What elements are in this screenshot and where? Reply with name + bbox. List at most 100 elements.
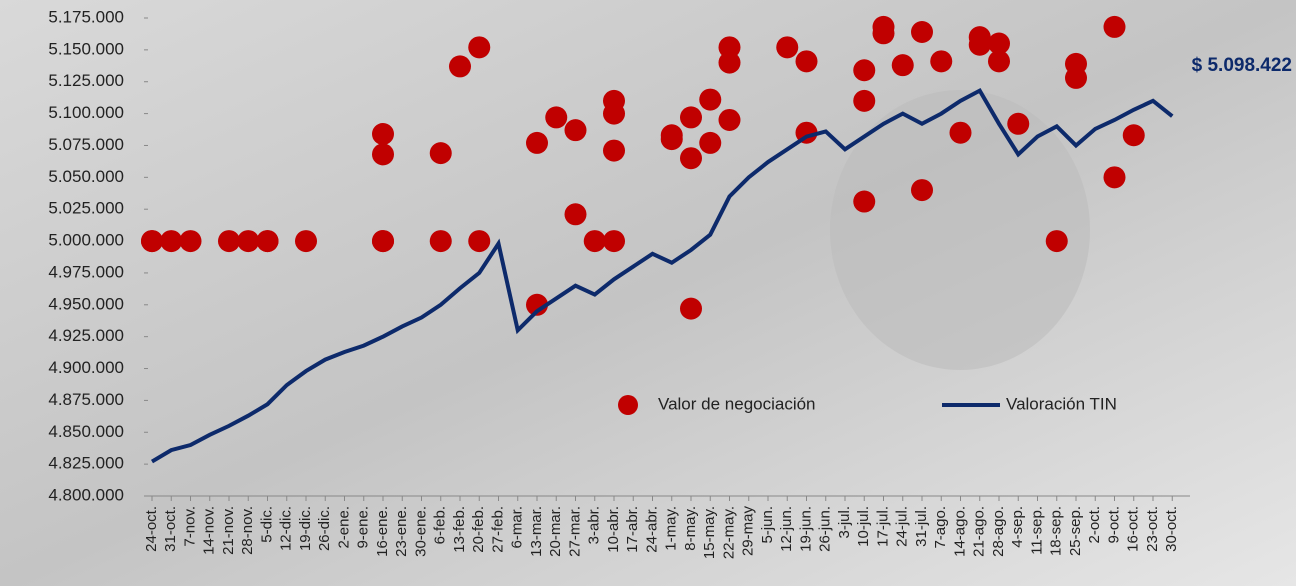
- y-tick-label: 5.175.000: [48, 7, 124, 26]
- y-tick-label: 5.000.000: [48, 231, 124, 250]
- x-tick-label: 26-jun.: [817, 506, 834, 552]
- x-tick-label: 30-ene.: [412, 506, 429, 557]
- point: [141, 230, 163, 252]
- point: [218, 230, 240, 252]
- x-tick-label: 31-oct.: [162, 506, 179, 552]
- point: [1104, 16, 1126, 38]
- annotation: $ 5.098.422: [1192, 55, 1292, 76]
- x-tick-label: 7-ago.: [932, 506, 949, 549]
- y-tick-label: 5.150.000: [48, 39, 124, 58]
- x-tick-label: 5-dic.: [258, 506, 275, 543]
- x-tick-label: 21-ago.: [971, 506, 988, 557]
- x-tick-label: 3-abr.: [586, 506, 603, 544]
- x-tick-label: 29-may: [740, 506, 757, 557]
- y-tick-label: 4.800.000: [48, 485, 124, 504]
- x-tick-label: 28-nov.: [239, 506, 256, 555]
- point: [911, 179, 933, 201]
- x-tick-label: 20-mar.: [547, 506, 564, 557]
- x-tick-label: 6-mar.: [509, 506, 526, 549]
- x-tick-label: 22-may.: [720, 506, 737, 559]
- x-tick-label: 21-nov.: [220, 506, 237, 555]
- point: [680, 147, 702, 169]
- legend-label: Valoración TIN: [1006, 394, 1117, 413]
- point: [545, 106, 567, 128]
- x-tick-label: 15-may.: [701, 506, 718, 559]
- x-tick-label: 14-nov.: [201, 506, 218, 555]
- x-tick-label: 14-ago.: [951, 506, 968, 557]
- point: [661, 124, 683, 146]
- point: [468, 230, 490, 252]
- point: [565, 119, 587, 141]
- x-tick-label: 6-feb.: [432, 506, 449, 544]
- x-tick-label: 8-may.: [682, 506, 699, 551]
- x-tick-label: 17-abr.: [624, 506, 641, 553]
- point: [930, 50, 952, 72]
- y-tick-label: 5.100.000: [48, 103, 124, 122]
- point: [776, 36, 798, 58]
- point: [680, 106, 702, 128]
- x-tick-label: 30-oct.: [1163, 506, 1180, 552]
- point: [295, 230, 317, 252]
- point: [1046, 230, 1068, 252]
- x-tick-label: 9-ene.: [355, 506, 372, 549]
- x-tick-label: 7-nov.: [181, 506, 198, 547]
- point: [468, 36, 490, 58]
- y-tick-label: 4.875.000: [48, 390, 124, 409]
- point: [372, 230, 394, 252]
- point: [237, 230, 259, 252]
- x-tick-label: 28-ago.: [990, 506, 1007, 557]
- point: [565, 203, 587, 225]
- x-tick-label: 19-jun.: [797, 506, 814, 552]
- x-tick-label: 10-jul.: [855, 506, 872, 547]
- point: [853, 191, 875, 213]
- x-tick-label: 1-may.: [663, 506, 680, 551]
- chart: 4.800.0004.825.0004.850.0004.875.0004.90…: [0, 0, 1296, 586]
- x-tick-label: 9-oct.: [1105, 506, 1122, 544]
- x-tick-label: 2-oct.: [1086, 506, 1103, 544]
- y-tick-label: 5.075.000: [48, 135, 124, 154]
- point: [160, 230, 182, 252]
- point: [853, 59, 875, 81]
- x-tick-label: 16-oct.: [1125, 506, 1142, 552]
- point: [873, 16, 895, 38]
- point: [603, 90, 625, 112]
- point: [950, 122, 972, 144]
- x-tick-label: 26-dic.: [316, 506, 333, 551]
- point: [603, 230, 625, 252]
- point: [372, 123, 394, 145]
- point: [892, 54, 914, 76]
- x-tick-label: 23-oct.: [1144, 506, 1161, 552]
- x-tick-label: 24-jul.: [894, 506, 911, 547]
- point: [526, 132, 548, 154]
- point: [1104, 166, 1126, 188]
- point: [680, 298, 702, 320]
- point: [430, 142, 452, 164]
- page: {"chart_data": {"type": "line-scatter", …: [0, 0, 1296, 586]
- x-tick-label: 17-jul.: [874, 506, 891, 547]
- x-tick-label: 5-jun.: [759, 506, 776, 544]
- x-tick-label: 27-mar.: [566, 506, 583, 557]
- x-tick-label: 18-sep.: [1048, 506, 1065, 556]
- point: [603, 140, 625, 162]
- point: [911, 21, 933, 43]
- y-tick-label: 5.050.000: [48, 167, 124, 186]
- y-tick-label: 4.975.000: [48, 262, 124, 281]
- point: [180, 230, 202, 252]
- point: [969, 26, 991, 48]
- x-tick-label: 3-jul.: [836, 506, 853, 539]
- point: [796, 50, 818, 72]
- point: [699, 89, 721, 111]
- y-tick-label: 4.925.000: [48, 326, 124, 345]
- x-tick-label: 23-ene.: [393, 506, 410, 557]
- x-tick-label: 25-sep.: [1067, 506, 1084, 556]
- legend-label: Valor de negociación: [658, 394, 816, 413]
- point: [372, 143, 394, 165]
- y-tick-label: 4.900.000: [48, 358, 124, 377]
- x-tick-label: 24-oct.: [143, 506, 160, 552]
- point: [584, 230, 606, 252]
- point: [699, 132, 721, 154]
- x-tick-label: 19-dic.: [297, 506, 314, 551]
- point: [1123, 124, 1145, 146]
- x-tick-label: 10-abr.: [605, 506, 622, 553]
- y-tick-label: 5.125.000: [48, 71, 124, 90]
